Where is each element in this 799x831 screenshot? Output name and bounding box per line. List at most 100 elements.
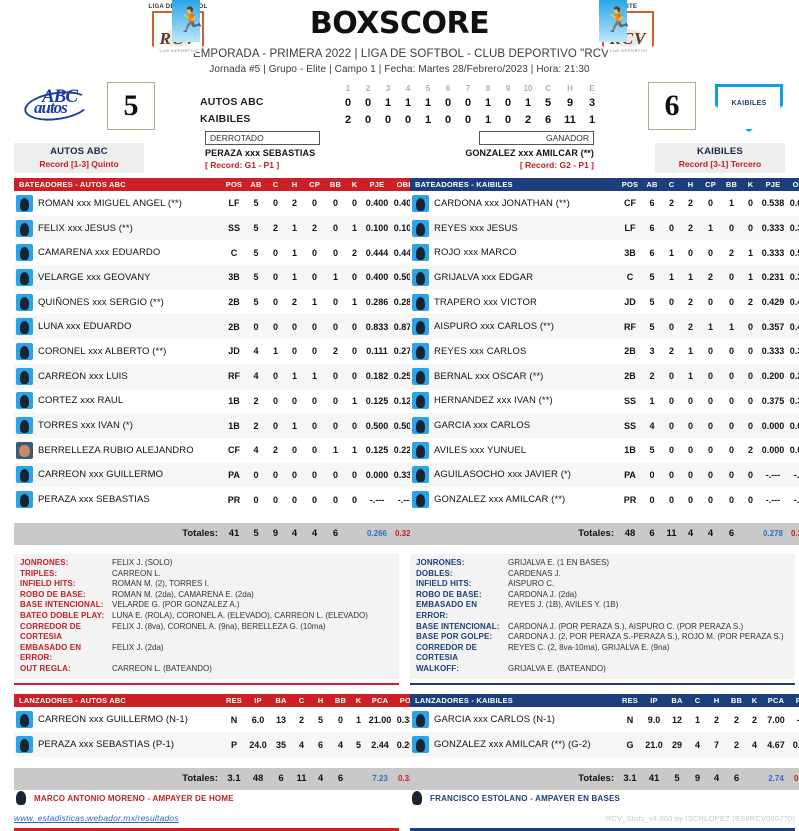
- totals-h: 11: [666, 528, 677, 540]
- scoreboard: ABC autos 5 AUTOS ABC KAIBILES 1 2 3 4 5…: [0, 82, 799, 140]
- table-row[interactable]: ROMAN xxx MIGUEL ANGEL (**) LF 5 0 2 0 0 0 0.400…: [14, 191, 419, 216]
- batter-cp: 0: [707, 346, 713, 357]
- table-row[interactable]: BERNAL xxx OSCAR (**) 2B 2 0 1 0 0 0 0.200 0.200: [410, 363, 799, 389]
- note-value: CARREON L. (BATEANDO): [112, 663, 212, 673]
- table-row[interactable]: FELIX xxx JESUS (**) SS 5 2 1 2 0 1 0.100 0.100: [14, 215, 419, 241]
- pitcher-bb: 2: [733, 714, 739, 725]
- batter-pos: 3B: [624, 247, 636, 258]
- table-row[interactable]: CARREON xxx GUILLERMO PA 0 0 0 0 0 0 0.000 0.333: [14, 462, 419, 488]
- table-row[interactable]: AVILES xxx YUNUEL 1B 5 0 0 0 0 2 0.000 0.000: [410, 437, 799, 463]
- linescore-table: 1 2 3 4 5 6 7 8 9 10 C H E 0 0 1: [338, 82, 602, 128]
- table-row[interactable]: TRAPERO xxx VICTOR JD 5 0 2 0 0 2 0.429 0.429: [410, 289, 799, 315]
- note-line: OUT REGLA: CARREON L. (BATEANDO): [20, 664, 393, 675]
- batter-ab: 5: [649, 321, 655, 332]
- table-row[interactable]: PERAZA xxx SEBASTIAS PR 0 0 0 0 0 0 -.--- -.---: [14, 487, 419, 512]
- note-value: GRIJALVA E. (1 EN BASES): [508, 557, 610, 567]
- batter-h: 2: [687, 297, 693, 308]
- table-row[interactable]: PERAZA xxx SEBASTIAS (P-1) P 24.0 35 4 6 4 5 2.4…: [14, 732, 422, 757]
- pitcher-ip: 9.0: [647, 714, 661, 725]
- batter-obp: 0.647: [789, 198, 799, 209]
- batter-cp: 0: [311, 420, 317, 431]
- footer-rule-blue: [410, 828, 795, 831]
- col-ba: BA: [270, 694, 292, 708]
- batter-obp: -.---: [793, 494, 799, 505]
- table-row[interactable]: GRIJALVA xxx EDGAR C 5 1 1 2 0 1 0.231 0.333: [410, 265, 799, 290]
- table-row[interactable]: HERNANDEZ xxx IVAN (**) SS 1 0 0 0 0 0 0.375 0.37…: [410, 388, 799, 414]
- batter-pos: 1B: [624, 445, 636, 456]
- batter-cp: 0: [311, 272, 317, 283]
- batter-pje: 0.000: [761, 420, 785, 431]
- batter-h: 1: [291, 272, 297, 283]
- player-avatar: [412, 736, 429, 753]
- batter-k: 0: [351, 469, 357, 480]
- pitcher-pca: 7.00: [767, 714, 785, 725]
- batter-h: 2: [687, 223, 693, 234]
- table-row[interactable]: CARREON xxx GUILLERMO (N-1) N 6.0 13 2 5 0 1 21.…: [14, 707, 422, 733]
- note-line: CORREDOR DE CORTESIA FELIX J. (8va), CORO…: [20, 622, 393, 643]
- col-bb: BB: [325, 178, 346, 191]
- table-row[interactable]: CARDONA xxx JONATHAN (**) CF 6 2 2 0 1 0 0.538 0.…: [410, 191, 799, 216]
- pitcher-k: 4: [751, 739, 757, 750]
- table-row[interactable]: GONZALEZ xxx AMILCAR (**) PR 0 0 0 0 0 0 -.--- -.…: [410, 487, 799, 512]
- totals-ba: 48: [252, 773, 264, 785]
- inning-value: 2: [344, 113, 352, 126]
- table-row[interactable]: VELARGE xxx GEOVANY 3B 5 0 1 0 1 0 0.400 0.500: [14, 265, 419, 290]
- batter-bb: 0: [728, 494, 734, 505]
- player-avatar: [412, 466, 429, 484]
- batter-h: 1: [291, 247, 297, 258]
- table-row[interactable]: REYES xxx CARLOS 2B 3 2 1 0 0 0 0.333 0.333: [410, 339, 799, 364]
- table-row[interactable]: GARCIA xxx CARLOS SS 4 0 0 0 0 0 0.000 0.000: [410, 413, 799, 438]
- table-row[interactable]: GARCIA xxx CARLOS (N-1)N9.01212227.00-.-…: [410, 707, 799, 733]
- inning-value: 1: [484, 113, 492, 126]
- winner-record: [ Record: G2 - P1 ]: [519, 160, 594, 170]
- table-row[interactable]: BERRELLEZA RUBIO ALEJANDRO CF 4 2 0 0 1 1 0.125 0…: [14, 437, 419, 463]
- inning-header: 3: [385, 83, 391, 93]
- batter-pje: 0.286: [365, 297, 389, 308]
- linescore-header-row: 1 2 3 4 5 6 7 8 9 10 C H E: [338, 82, 602, 94]
- col-h: H: [707, 694, 726, 708]
- table-row[interactable]: CAMARENA xxx EDUARDO C 5 0 1 0 0 2 0.444 0.444: [14, 240, 419, 266]
- batter-name: ROMAN xxx MIGUEL ANGEL (**): [14, 191, 222, 216]
- note-value: ROMAN M. (2da), CAMARENA E. (2da): [112, 589, 254, 599]
- note-label: CORREDOR DE CORTESIA: [416, 642, 478, 663]
- player-avatar: [16, 244, 33, 262]
- page-title: BOXSCORE: [309, 6, 490, 41]
- inning-value: 1: [404, 96, 412, 109]
- table-row[interactable]: AISPURO xxx CARLOS (**) RF 5 0 2 1 1 0 0.357 0.40…: [410, 314, 799, 340]
- batter-pje: 0.429: [761, 297, 785, 308]
- table-row[interactable]: REYES xxx JESUS LF 6 0 2 1 0 0 0.333 0.385: [410, 215, 799, 241]
- table-row[interactable]: GONZALEZ xxx AMILCAR (**) (G-2) G 21.0 29 4 7…: [410, 732, 799, 757]
- batter-ab: 4: [253, 346, 259, 357]
- batter-pje: 0.333: [761, 346, 785, 357]
- batter-bb: 0: [728, 272, 734, 283]
- note-label: BASE POR GOLPE:: [416, 632, 493, 642]
- winner-name: GONZALEZ xxx AMILCAR (**): [465, 148, 594, 158]
- table-row[interactable]: ROJO xxx MARCO 3B 6 1 0 0 2 1 0.333 0.538: [410, 240, 799, 266]
- table-row[interactable]: CORTEZ xxx RAUL 1B 2 0 0 0 0 1 0.125 0.125: [14, 388, 419, 414]
- batter-pje: 0.333: [761, 223, 785, 234]
- inning-value: 0: [444, 96, 452, 109]
- table-row[interactable]: QUIÑONES xxx SERGIO (**) 2B 5 0 2 1 0 1 0.286 0.2…: [14, 289, 419, 315]
- batter-pje: 0.100: [365, 223, 389, 234]
- batter-ab: 5: [253, 198, 259, 209]
- table-row[interactable]: LUNA xxx EDUARDO 2B 0 0 0 0 0 0 0.833 0.875: [14, 314, 419, 340]
- runs-header: C: [545, 83, 551, 93]
- stats-url-link[interactable]: www. estadisticas.webador.mx/resultados: [14, 813, 179, 823]
- table-row[interactable]: CORONEL xxx ALBERTO (**) JD 4 1 0 0 2 0 0.111 0.2…: [14, 339, 419, 364]
- note-line: EMBASADO EN ERROR: REYES J. (1B), AVILES …: [416, 600, 789, 621]
- table-row[interactable]: CARREON xxx LUIS RF 4 0 1 1 0 0 0.182 0.250: [14, 363, 419, 389]
- table-row[interactable]: AGUILASOCHO xxx JAVIER (*) PA 0 0 0 0 0 0 -.--- -…: [410, 462, 799, 488]
- pitcher-h: 7: [713, 739, 719, 750]
- table-row[interactable]: TORRES xxx IVAN (*) 1B 2 0 1 0 0 0 0.500 0.500: [14, 413, 419, 438]
- away-score: 5: [107, 82, 155, 130]
- col-pje: PJE: [363, 178, 391, 191]
- pitcher-bb: 2: [733, 739, 739, 750]
- batter-k: 1: [351, 223, 357, 234]
- col-ab: AB: [642, 178, 662, 191]
- batter-pje: 0.182: [365, 371, 389, 382]
- batter-cp: 2: [311, 223, 317, 234]
- totals-obp: 0.359: [790, 529, 799, 539]
- errors-value: 3: [588, 96, 596, 109]
- player-avatar: [412, 219, 429, 237]
- player-avatar: [412, 194, 429, 212]
